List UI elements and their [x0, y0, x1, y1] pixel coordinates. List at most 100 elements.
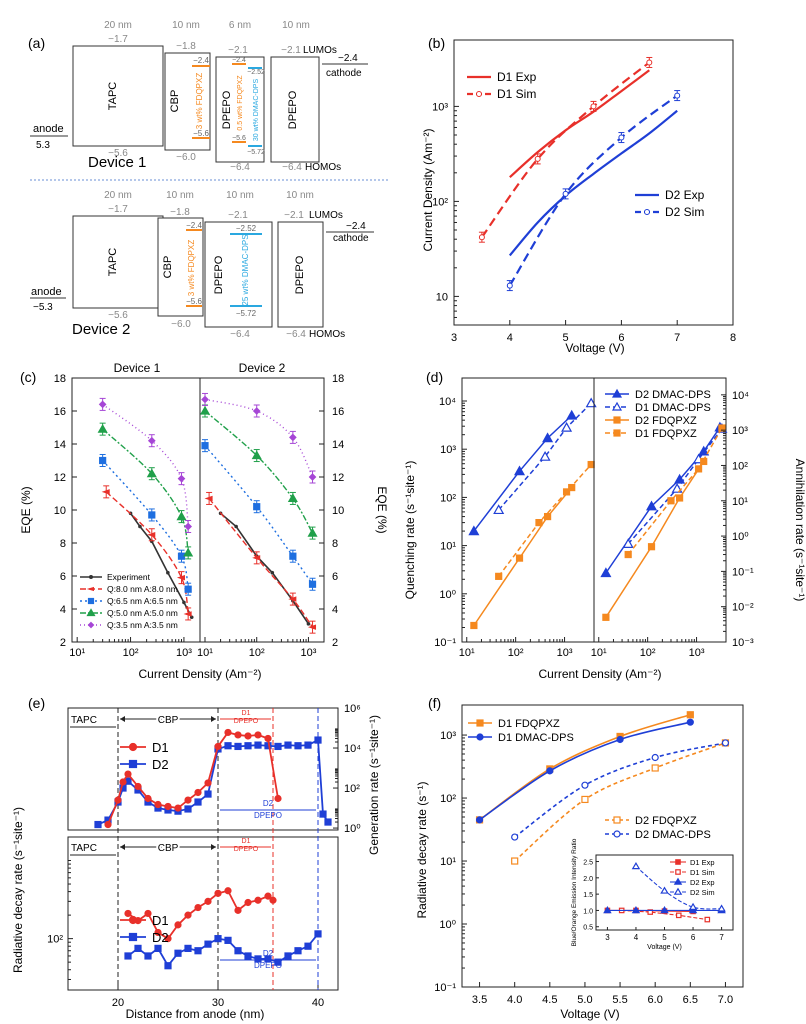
- d2-dpepo1-homo: −6.4: [230, 329, 250, 340]
- sim-point-c-q50: [97, 423, 108, 433]
- d1-anode-level: 5.3: [36, 140, 50, 151]
- panel-d-label: (d): [426, 369, 443, 385]
- experiment-line-c-1: [220, 512, 310, 625]
- inset-data-point: [660, 886, 669, 894]
- x-tick-label-f: 3.5: [472, 994, 487, 1006]
- arrowhead: [211, 716, 216, 722]
- d2-dpepo1-box: [204, 221, 273, 328]
- region-label-d2-dpepo: DPEPO: [254, 961, 282, 970]
- data-point-d: [602, 613, 610, 621]
- sim-point-c-q65: [201, 442, 209, 450]
- legend-f-marker: [613, 830, 621, 838]
- panel-c-ylabel: EQE (%): [19, 486, 33, 533]
- legend-d-label: D1 FDQPXZ: [635, 428, 697, 440]
- d1-dpepo1-lumo: −2.1: [228, 45, 248, 56]
- e-bottom-d1-point: [224, 887, 232, 895]
- x-d-0-tick-label: 10²: [508, 647, 524, 659]
- data-point-b: [506, 282, 513, 289]
- region-label-d2-dpepo: DPEPO: [254, 811, 282, 820]
- data-point-f: [686, 718, 694, 726]
- inset-data-point: [704, 916, 711, 923]
- legend-b-top-label: D1 Exp: [497, 70, 537, 84]
- sim-point-c-q80: [101, 489, 110, 495]
- y-f-tick-label: 10²: [440, 793, 456, 805]
- y-tick-label-c: 14: [54, 439, 66, 451]
- d1-anode-label: anode: [33, 123, 64, 135]
- inset-data-point: [647, 909, 654, 915]
- panel-c-label: (c): [20, 369, 36, 385]
- sim-line-c-q80: [105, 491, 189, 615]
- data-point-d: [515, 554, 524, 562]
- y-d-right-tick-label: 10²: [732, 460, 748, 472]
- experiment-point-c: [138, 524, 142, 529]
- data-point-d: [622, 538, 634, 549]
- inset-x-tick-label: 5: [662, 933, 667, 942]
- data-point-f: [511, 833, 519, 841]
- data-point-d: [495, 572, 503, 580]
- y-e-top-tick-label: 10⁴: [344, 743, 361, 755]
- plot-frame-f: [461, 704, 744, 988]
- data-point-d: [698, 445, 710, 456]
- legend-b-bottom-label: D2 Sim: [665, 205, 704, 219]
- d1-tapc-label: TAPC: [107, 82, 119, 111]
- e-top-d2-point: [254, 741, 262, 749]
- y-tick-label-c: 4: [60, 604, 66, 616]
- sim-line-c-q50: [102, 428, 189, 554]
- data-point-f: [475, 816, 484, 824]
- x-d-1-tick-label: 10¹: [591, 647, 607, 659]
- inset-x-tick-label: 4: [634, 933, 639, 942]
- e-top-d1-point: [184, 796, 192, 804]
- e-bottom-d1-line: [127, 889, 274, 940]
- d2-dpepo2-homo: −6.4: [286, 329, 306, 340]
- inset-y-tick-label: 2.0: [583, 876, 593, 883]
- panel-d-ylabel-right: Annihilation rate (s⁻¹site⁻¹): [793, 459, 806, 602]
- e-bottom-d2-point: [144, 952, 152, 960]
- data-point-d: [568, 483, 576, 492]
- legend-f-label: D1 DMAC-DPS: [498, 732, 574, 744]
- e-top-d1-point: [194, 788, 202, 797]
- inset-ylabel: Blue/Orange Emission Intensity Ratio: [571, 838, 578, 946]
- data-point-d: [542, 432, 554, 443]
- series-line-d-3: [627, 427, 723, 556]
- y-f-tick-label: 10³: [440, 730, 456, 742]
- series-line-d-0: [473, 414, 573, 532]
- d2-thickness-tapc: 20 nm: [104, 190, 132, 201]
- e-bottom-d2-point: [234, 947, 242, 955]
- data-point-d: [718, 424, 726, 432]
- y-tick-label-c: 6: [60, 571, 66, 583]
- e-bottom-d1-point: [194, 903, 202, 912]
- device2-label: Device 2: [72, 321, 130, 338]
- inset-data-point: [717, 904, 726, 912]
- inset-legend-marker: [673, 887, 683, 895]
- inset-y-tick-label: 0.5: [583, 925, 593, 932]
- data-point-d: [468, 525, 480, 536]
- e-bottom-d2-point: [284, 952, 292, 960]
- e-bottom-d1-point: [234, 906, 242, 914]
- experiment-point-c: [166, 570, 170, 575]
- data-point-d: [600, 567, 612, 578]
- d2-homos-label: HOMOs: [309, 329, 345, 340]
- legend-b-top-label: D1 Sim: [497, 87, 536, 101]
- d1-thickness-tapc: 20 nm: [104, 20, 132, 31]
- inset-data-point: [631, 906, 641, 914]
- plot-frame-d-1: [593, 377, 727, 643]
- panel-e: (e) Radiative decay rate (s⁻¹site⁻¹) Gen…: [11, 695, 381, 1021]
- e-top-d2-point: [274, 742, 282, 751]
- d2-cbp-dopant-homo-val: −5.6: [186, 297, 202, 306]
- x-tick-label-b: 4: [507, 332, 513, 344]
- d1-dpepo1-dopant-lumo-val: −2.4: [232, 57, 246, 64]
- e-top-d1-point: [119, 778, 127, 786]
- series-line-f-3: [514, 742, 726, 838]
- e-bottom-d2-point: [174, 949, 182, 957]
- data-point-f: [651, 753, 659, 762]
- experiment-point-c: [306, 622, 311, 626]
- data-point-d: [675, 494, 684, 502]
- y-d-right-tick-label: 10⁰: [732, 531, 749, 543]
- x-c-1-tick-label: 10³: [300, 647, 316, 659]
- data-point-d: [587, 460, 595, 469]
- region-label-tapc-bot: TAPC: [71, 843, 97, 854]
- e-bottom-d2-point: [244, 952, 252, 960]
- x-tick-label-f: 6.5: [683, 994, 698, 1006]
- d2-dpepo1-label: DPEPO: [213, 255, 225, 294]
- x-tick-label-f: 5.0: [577, 994, 592, 1006]
